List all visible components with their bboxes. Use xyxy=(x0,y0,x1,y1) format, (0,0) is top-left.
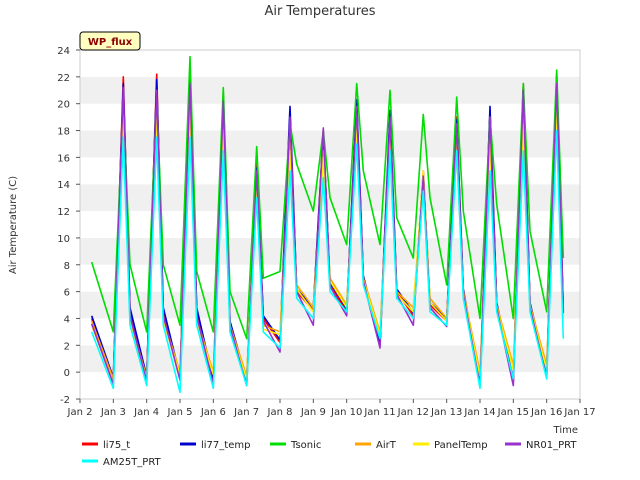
x-axis-label: Time xyxy=(553,425,578,436)
site-badge: WP_flux xyxy=(79,31,141,51)
plot-lines xyxy=(90,55,565,394)
legend-item: PanelTemp xyxy=(413,440,488,451)
x-tick-label: Jan 11 xyxy=(363,407,395,418)
x-tick-label: Jan 2 xyxy=(67,407,93,418)
site-badge-label: WP_flux xyxy=(88,37,133,48)
grid-band xyxy=(80,103,580,131)
legend-item: NR01_PRT xyxy=(505,440,577,451)
x-tick-label: Jan 17 xyxy=(563,407,595,418)
legend-item: li77_temp xyxy=(180,440,250,451)
grid-band xyxy=(80,291,580,319)
x-tick-label: Jan 3 xyxy=(100,407,126,418)
y-axis-label: Air Temperature (C) xyxy=(8,176,19,274)
x-tick-label: Jan 13 xyxy=(430,407,462,418)
legend-label: AirT xyxy=(376,440,397,451)
y-tick-label: 10 xyxy=(57,234,70,245)
x-axis-ticks: Jan 2 Jan 3 Jan 4 Jan 5 Jan 6 Jan 7 Jan 8 Jan 9… xyxy=(67,399,596,418)
grid-band xyxy=(80,211,580,238)
legend-label: AM25T_PRT xyxy=(103,457,162,468)
y-tick-label: -2 xyxy=(60,395,70,406)
y-tick-label: 14 xyxy=(57,180,70,191)
legend-label: Tsonic xyxy=(290,440,321,451)
y-tick-label: 8 xyxy=(64,261,70,272)
grid-band xyxy=(80,76,580,104)
grid-band xyxy=(80,50,580,77)
x-tick-label: Jan 7 xyxy=(233,407,259,418)
legend-label: li75_t xyxy=(103,440,130,451)
x-tick-label: Jan 8 xyxy=(267,407,293,418)
grid-band xyxy=(80,372,580,399)
grid-band xyxy=(80,130,580,158)
y-tick-label: 18 xyxy=(57,127,70,138)
y-tick-label: 6 xyxy=(64,288,70,299)
legend-label: PanelTemp xyxy=(434,440,488,451)
x-tick-label: Jan 6 xyxy=(200,407,226,418)
x-tick-label: Jan 10 xyxy=(330,407,362,418)
y-tick-label: 20 xyxy=(57,100,70,111)
y-tick-label: 0 xyxy=(64,368,70,379)
x-tick-label: Jan 4 xyxy=(133,407,159,418)
legend-item: Tsonic xyxy=(270,440,321,451)
x-tick-label: Jan 16 xyxy=(530,407,562,418)
legend-label: NR01_PRT xyxy=(526,440,577,451)
legend-item: li75_t xyxy=(82,440,130,451)
x-tick-label: Jan 14 xyxy=(463,407,495,418)
x-tick-label: Jan 5 xyxy=(167,407,193,418)
legend-item: AM25T_PRT xyxy=(82,457,162,468)
y-tick-label: 4 xyxy=(64,314,70,325)
x-tick-label: Jan 9 xyxy=(300,407,326,418)
y-tick-label: 24 xyxy=(57,46,70,57)
grid-band xyxy=(80,345,580,373)
x-tick-label: Jan 12 xyxy=(397,407,429,418)
y-tick-label: 22 xyxy=(57,73,70,84)
y-tick-label: 12 xyxy=(57,207,70,218)
legend-label: li77_temp xyxy=(201,440,250,451)
legend-item: AirT xyxy=(355,440,397,451)
legend: li75_t li77_temp Tsonic AirT PanelTemp NR01_P… xyxy=(82,440,577,468)
series-line-am25t-prt xyxy=(90,129,565,394)
y-tick-label: 16 xyxy=(57,153,70,164)
plot-frame xyxy=(79,49,581,400)
chart-title: Air Temperatures xyxy=(264,4,375,19)
grid-band xyxy=(80,157,580,185)
y-tick-label: 2 xyxy=(64,341,70,352)
x-tick-label: Jan 15 xyxy=(497,407,529,418)
